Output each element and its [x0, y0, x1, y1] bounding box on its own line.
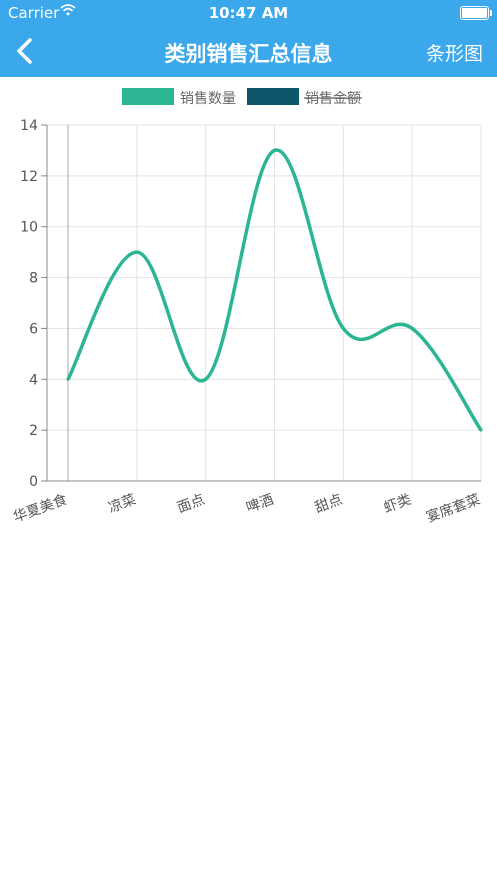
y-tick-label: 4 — [29, 372, 38, 388]
x-tick-label: 华夏美食 — [11, 491, 69, 526]
x-tick-label: 甜点 — [313, 492, 345, 517]
x-tick-label: 虾类 — [382, 492, 414, 517]
x-tick-label: 面点 — [175, 492, 207, 517]
x-tick-label: 宴席套菜 — [424, 491, 482, 526]
data-point — [273, 148, 276, 152]
y-tick-label: 10 — [20, 220, 38, 236]
data-point — [66, 377, 70, 381]
battery-icon — [460, 6, 492, 20]
legend-label-1[interactable]: 销售金额 — [305, 91, 361, 107]
legend-label-0[interactable]: 销售数量 — [180, 91, 236, 107]
status-time: 10:47 AM — [208, 4, 289, 22]
back-button[interactable] — [10, 34, 44, 68]
page-title: 类别销售汇总信息 — [164, 42, 333, 66]
y-tick-label: 6 — [29, 321, 38, 337]
carrier-label: Carrier — [8, 4, 60, 22]
top-bar: Carrier 10:47 AM 类别销售汇总信息 条形图 — [0, 0, 497, 77]
legend-swatch-0[interactable] — [122, 88, 174, 105]
data-point — [204, 377, 208, 381]
data-point — [341, 326, 345, 330]
y-tick-label: 2 — [29, 423, 38, 439]
bar-chart-button[interactable]: 条形图 — [425, 43, 483, 65]
data-point — [410, 326, 414, 330]
wifi-icon — [60, 3, 76, 21]
x-tick-label: 凉菜 — [106, 492, 138, 517]
data-point — [479, 428, 483, 432]
sales-line-chart[interactable]: 0 2 4 6 8 10 12 14 华夏美食 凉菜 面点 啤酒 甜点 虾类 宴席套菜 销售数量 销售金额 — [0, 77, 497, 547]
y-tick-label: 12 — [20, 169, 38, 185]
nav-bar: 类别销售汇总信息 条形图 — [0, 26, 497, 77]
y-tick-label: 14 — [20, 118, 38, 134]
status-bar: Carrier 10:47 AM — [0, 0, 497, 26]
y-tick-label: 8 — [29, 271, 38, 287]
x-tick-label: 啤酒 — [244, 492, 276, 517]
data-point — [135, 250, 139, 254]
legend-swatch-1[interactable] — [247, 88, 299, 105]
y-tick-label: 0 — [29, 474, 38, 490]
chevron-left-icon — [17, 38, 32, 64]
